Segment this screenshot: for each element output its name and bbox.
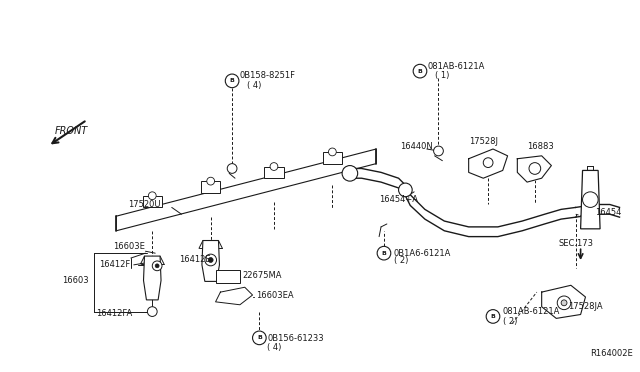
Polygon shape <box>143 196 162 208</box>
Circle shape <box>434 146 444 156</box>
Text: 22675MA: 22675MA <box>243 271 282 280</box>
Text: 16454: 16454 <box>595 208 621 217</box>
Text: 0B158-8251F: 0B158-8251F <box>240 71 296 80</box>
Circle shape <box>399 183 412 197</box>
Text: B: B <box>257 336 262 340</box>
Circle shape <box>377 246 391 260</box>
Circle shape <box>561 300 567 306</box>
Polygon shape <box>202 241 220 281</box>
Polygon shape <box>541 285 586 318</box>
Polygon shape <box>116 149 376 231</box>
Circle shape <box>342 166 358 181</box>
Bar <box>216 270 240 283</box>
Text: ( 4): ( 4) <box>267 343 282 352</box>
Circle shape <box>486 310 500 323</box>
Circle shape <box>147 307 157 317</box>
Text: 16883: 16883 <box>527 142 554 151</box>
Text: 16412FA: 16412FA <box>96 309 132 318</box>
Text: 16603EA: 16603EA <box>257 291 294 299</box>
Text: 0B1A6-6121A: 0B1A6-6121A <box>394 248 451 258</box>
Circle shape <box>413 64 427 78</box>
Polygon shape <box>201 181 220 193</box>
Circle shape <box>582 192 598 208</box>
Text: 0B156-61233: 0B156-61233 <box>267 334 324 343</box>
Text: 081AB-6121A: 081AB-6121A <box>428 62 485 71</box>
Text: FRONT: FRONT <box>55 126 88 137</box>
Circle shape <box>253 331 266 345</box>
Text: B: B <box>417 68 422 74</box>
Circle shape <box>208 257 213 262</box>
Circle shape <box>227 164 237 173</box>
Circle shape <box>557 296 571 310</box>
Circle shape <box>270 163 278 170</box>
Circle shape <box>207 177 214 185</box>
Circle shape <box>483 158 493 167</box>
Polygon shape <box>580 170 600 229</box>
Text: 17528JA: 17528JA <box>568 302 603 311</box>
Polygon shape <box>216 287 253 305</box>
Text: 16412E: 16412E <box>180 256 211 264</box>
Circle shape <box>152 261 162 271</box>
Circle shape <box>148 192 156 200</box>
Text: ( 2): ( 2) <box>394 256 408 266</box>
Text: ( 4): ( 4) <box>246 81 261 90</box>
Text: B: B <box>381 251 387 256</box>
Text: 16412F: 16412F <box>99 260 130 269</box>
Text: B: B <box>490 314 495 319</box>
Polygon shape <box>468 149 508 178</box>
Text: 16454+A: 16454+A <box>379 195 418 204</box>
Text: 16603: 16603 <box>61 276 88 285</box>
Polygon shape <box>517 156 552 182</box>
Polygon shape <box>143 256 161 300</box>
Text: 16603E: 16603E <box>113 242 145 251</box>
Circle shape <box>155 264 159 268</box>
Circle shape <box>328 148 336 156</box>
Circle shape <box>225 74 239 88</box>
Text: SEC.173: SEC.173 <box>558 239 593 248</box>
Text: 16440N: 16440N <box>401 142 433 151</box>
Text: 17520U: 17520U <box>128 200 161 209</box>
Text: B: B <box>230 78 234 83</box>
Text: 17528J: 17528J <box>468 137 498 146</box>
Text: ( 2): ( 2) <box>503 317 517 326</box>
Circle shape <box>529 163 541 174</box>
Text: 081AB-6121A: 081AB-6121A <box>503 307 560 316</box>
Text: ( 1): ( 1) <box>435 71 449 80</box>
Text: R164002E: R164002E <box>590 349 633 358</box>
Circle shape <box>205 254 216 266</box>
Polygon shape <box>264 167 284 178</box>
Polygon shape <box>323 152 342 164</box>
